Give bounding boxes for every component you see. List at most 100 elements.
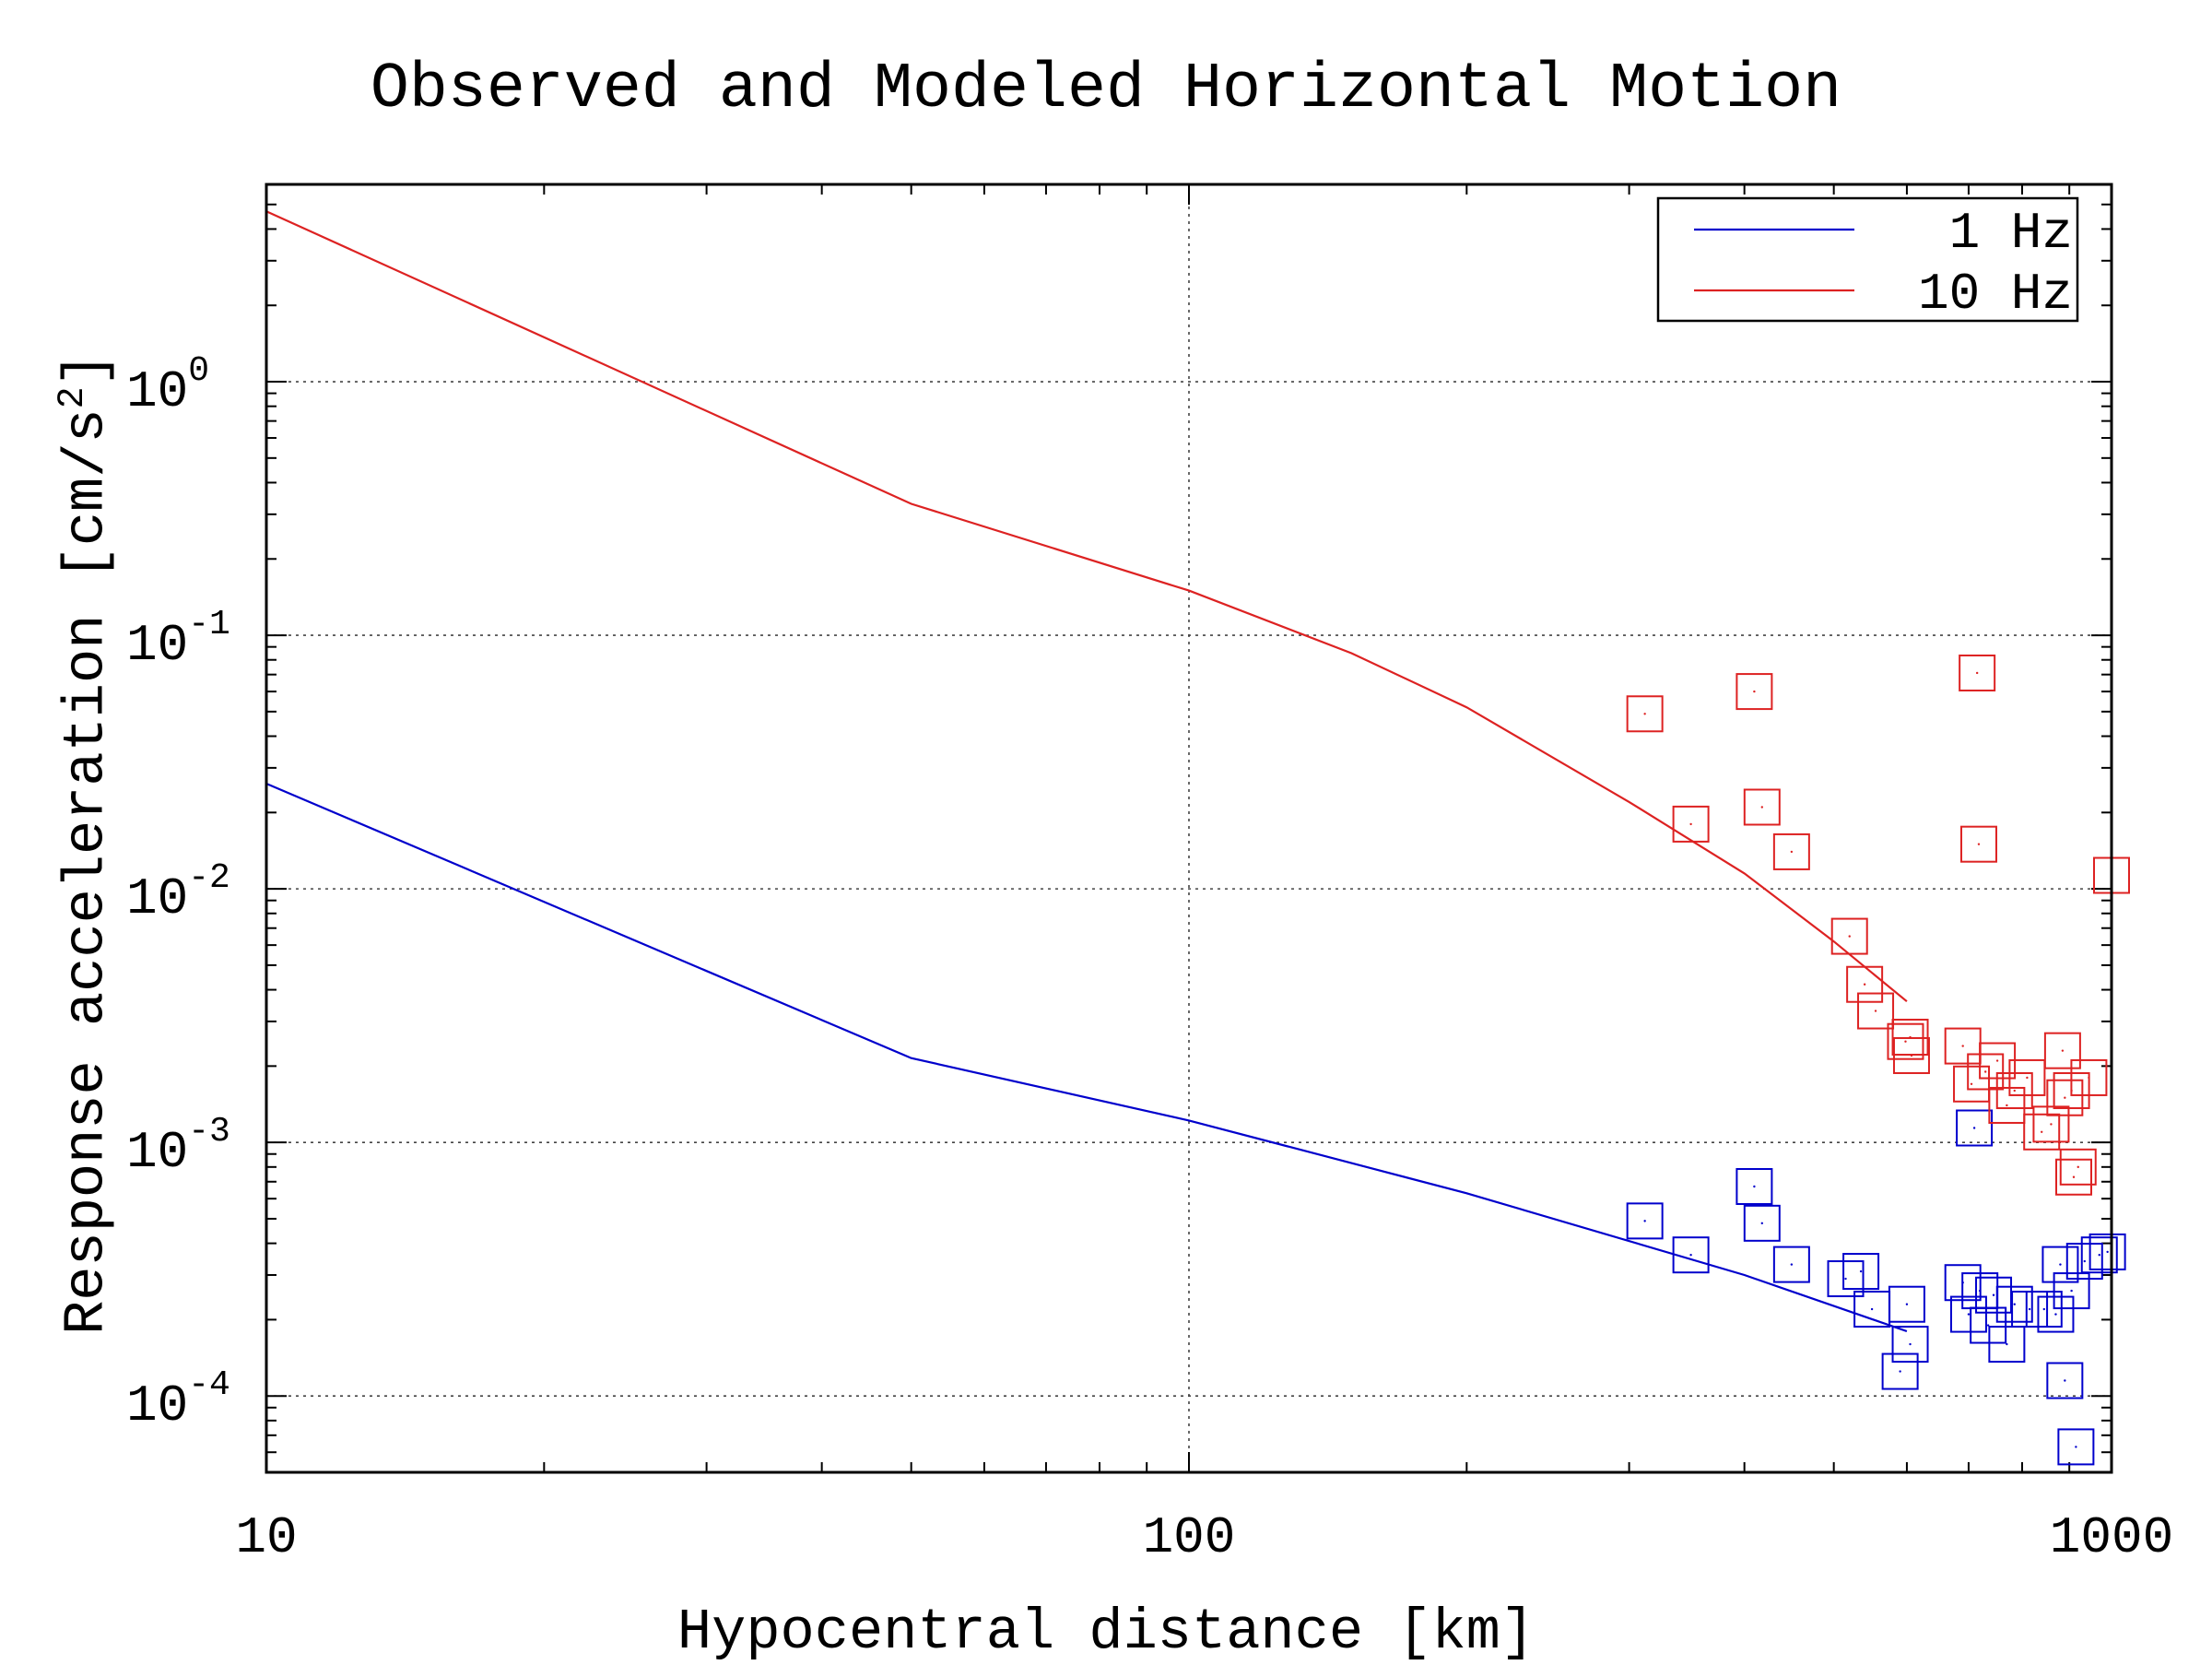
y-tick-base: 10 bbox=[126, 1376, 188, 1435]
y-tick-exponent: -2 bbox=[188, 858, 230, 898]
data-point-center bbox=[2064, 1096, 2066, 1099]
x-axis-label: Hypocentral distance [km] bbox=[677, 1600, 1535, 1665]
data-point-center bbox=[1961, 1045, 1964, 1047]
data-point-center bbox=[1899, 1370, 1901, 1373]
y-tick-base: 10 bbox=[126, 869, 188, 928]
data-point-marker bbox=[2080, 1236, 2118, 1274]
data-point-marker bbox=[1956, 1109, 1994, 1147]
data-point-center bbox=[1760, 806, 1763, 809]
data-point-marker bbox=[2057, 1428, 2095, 1466]
data-point-marker bbox=[1995, 1072, 2033, 1110]
data-point-marker bbox=[1772, 1246, 1810, 1283]
data-point-center bbox=[1972, 1127, 1976, 1129]
data-point-marker bbox=[1772, 832, 1810, 870]
data-point-center bbox=[2028, 1307, 2031, 1311]
series-line bbox=[265, 782, 1908, 1333]
y-tick-exponent: -4 bbox=[188, 1365, 230, 1405]
data-point-center bbox=[1848, 935, 1851, 938]
y-tick-base: 10 bbox=[126, 616, 188, 675]
data-point-center bbox=[1689, 1253, 1692, 1257]
y-tick-label: 10-3 bbox=[126, 1112, 230, 1182]
data-point-center bbox=[2042, 1307, 2045, 1311]
x-tick-label: 100 bbox=[1143, 1508, 1236, 1567]
y-tick-base: 10 bbox=[126, 1123, 188, 1182]
data-point-center bbox=[1904, 1040, 1907, 1043]
data-point-center bbox=[1967, 1313, 1971, 1316]
data-point-marker bbox=[1892, 1036, 1930, 1074]
data-point-marker bbox=[1672, 1236, 1710, 1274]
data-point-center bbox=[2075, 1446, 2077, 1448]
data-point-marker bbox=[1857, 992, 1895, 1030]
data-point-center bbox=[2098, 1253, 2100, 1257]
y-tick-exponent: -1 bbox=[188, 605, 230, 644]
data-point-marker bbox=[1735, 673, 1773, 711]
data-point-marker bbox=[1949, 1295, 1987, 1333]
data-point-marker bbox=[2008, 1058, 2046, 1096]
data-point-center bbox=[1760, 1222, 1763, 1225]
data-point-marker bbox=[1953, 1065, 1991, 1103]
data-point-center bbox=[2061, 1049, 2065, 1052]
legend-label: 10 Hz bbox=[1918, 265, 2073, 324]
data-point-marker bbox=[1842, 1253, 1880, 1291]
data-point-center bbox=[1870, 1307, 1874, 1311]
data-point-center bbox=[2059, 1263, 2062, 1266]
data-point-center bbox=[1844, 1277, 1847, 1281]
data-point-center bbox=[1643, 713, 1646, 715]
data-point-center bbox=[1753, 1185, 1756, 1188]
data-point-marker bbox=[1672, 805, 1710, 843]
data-point-center bbox=[1859, 1269, 1863, 1273]
data-point-marker bbox=[1975, 1276, 2013, 1314]
data-point-marker bbox=[1887, 1022, 1924, 1060]
data-point-center bbox=[1905, 1303, 1909, 1305]
data-point-marker bbox=[2070, 1058, 2108, 1096]
legend-box bbox=[1656, 196, 2079, 323]
x-tick-label: 10 bbox=[235, 1508, 297, 1567]
model-lines bbox=[265, 210, 1908, 1333]
data-point-center bbox=[2006, 1342, 2008, 1346]
y-tick-label: 100 bbox=[126, 351, 209, 421]
data-point-center bbox=[2013, 1089, 2016, 1092]
data-point-center bbox=[2064, 1379, 2066, 1382]
data-point-center bbox=[1909, 1342, 1912, 1346]
data-point-center bbox=[1975, 671, 1979, 675]
data-point-marker bbox=[1846, 965, 1884, 1003]
data-point-center bbox=[1910, 1054, 1913, 1057]
data-point-marker bbox=[1970, 1306, 2007, 1344]
data-point-marker bbox=[1888, 1285, 1925, 1323]
data-point-marker bbox=[2023, 1113, 2061, 1151]
y-tick-label: 10-1 bbox=[126, 605, 230, 675]
data-point-center bbox=[2072, 1175, 2076, 1178]
data-point-center bbox=[1790, 850, 1794, 854]
data-point-center bbox=[2006, 1104, 2008, 1107]
data-point-marker bbox=[2065, 1243, 2103, 1281]
data-point-marker bbox=[1743, 788, 1781, 826]
chart-title: Observed and Modeled Horizontal Motion bbox=[370, 53, 1842, 126]
data-point-center bbox=[2041, 1130, 2043, 1133]
legend-label: 1 Hz bbox=[1949, 204, 2073, 263]
data-point-center bbox=[1978, 1289, 1982, 1293]
data-point-center bbox=[1753, 690, 1756, 693]
data-point-marker bbox=[2055, 1158, 2093, 1196]
data-point-marker bbox=[2046, 1362, 2084, 1399]
data-point-center bbox=[1983, 1070, 1987, 1073]
data-point-marker bbox=[2043, 1032, 2081, 1069]
data-point-center bbox=[2083, 1259, 2086, 1263]
data-point-marker bbox=[2041, 1246, 2079, 1283]
data-point-marker bbox=[1891, 1326, 1929, 1364]
data-point-marker bbox=[1830, 917, 1868, 955]
data-point-center bbox=[2070, 1289, 2073, 1293]
data-point-marker bbox=[1988, 1326, 2026, 1364]
observed-points bbox=[1626, 654, 2130, 1466]
data-point-marker bbox=[2032, 1105, 2070, 1143]
data-point-marker bbox=[1959, 654, 1996, 691]
data-point-marker bbox=[2046, 1079, 2084, 1116]
y-tick-exponent: 0 bbox=[188, 351, 209, 391]
data-point-marker bbox=[1743, 1204, 1781, 1242]
data-point-center bbox=[1970, 1082, 1973, 1085]
plot-frame bbox=[265, 183, 2113, 1474]
data-point-center bbox=[2054, 1313, 2057, 1316]
data-point-marker bbox=[1626, 1202, 1664, 1240]
data-point-marker bbox=[2088, 1233, 2126, 1270]
